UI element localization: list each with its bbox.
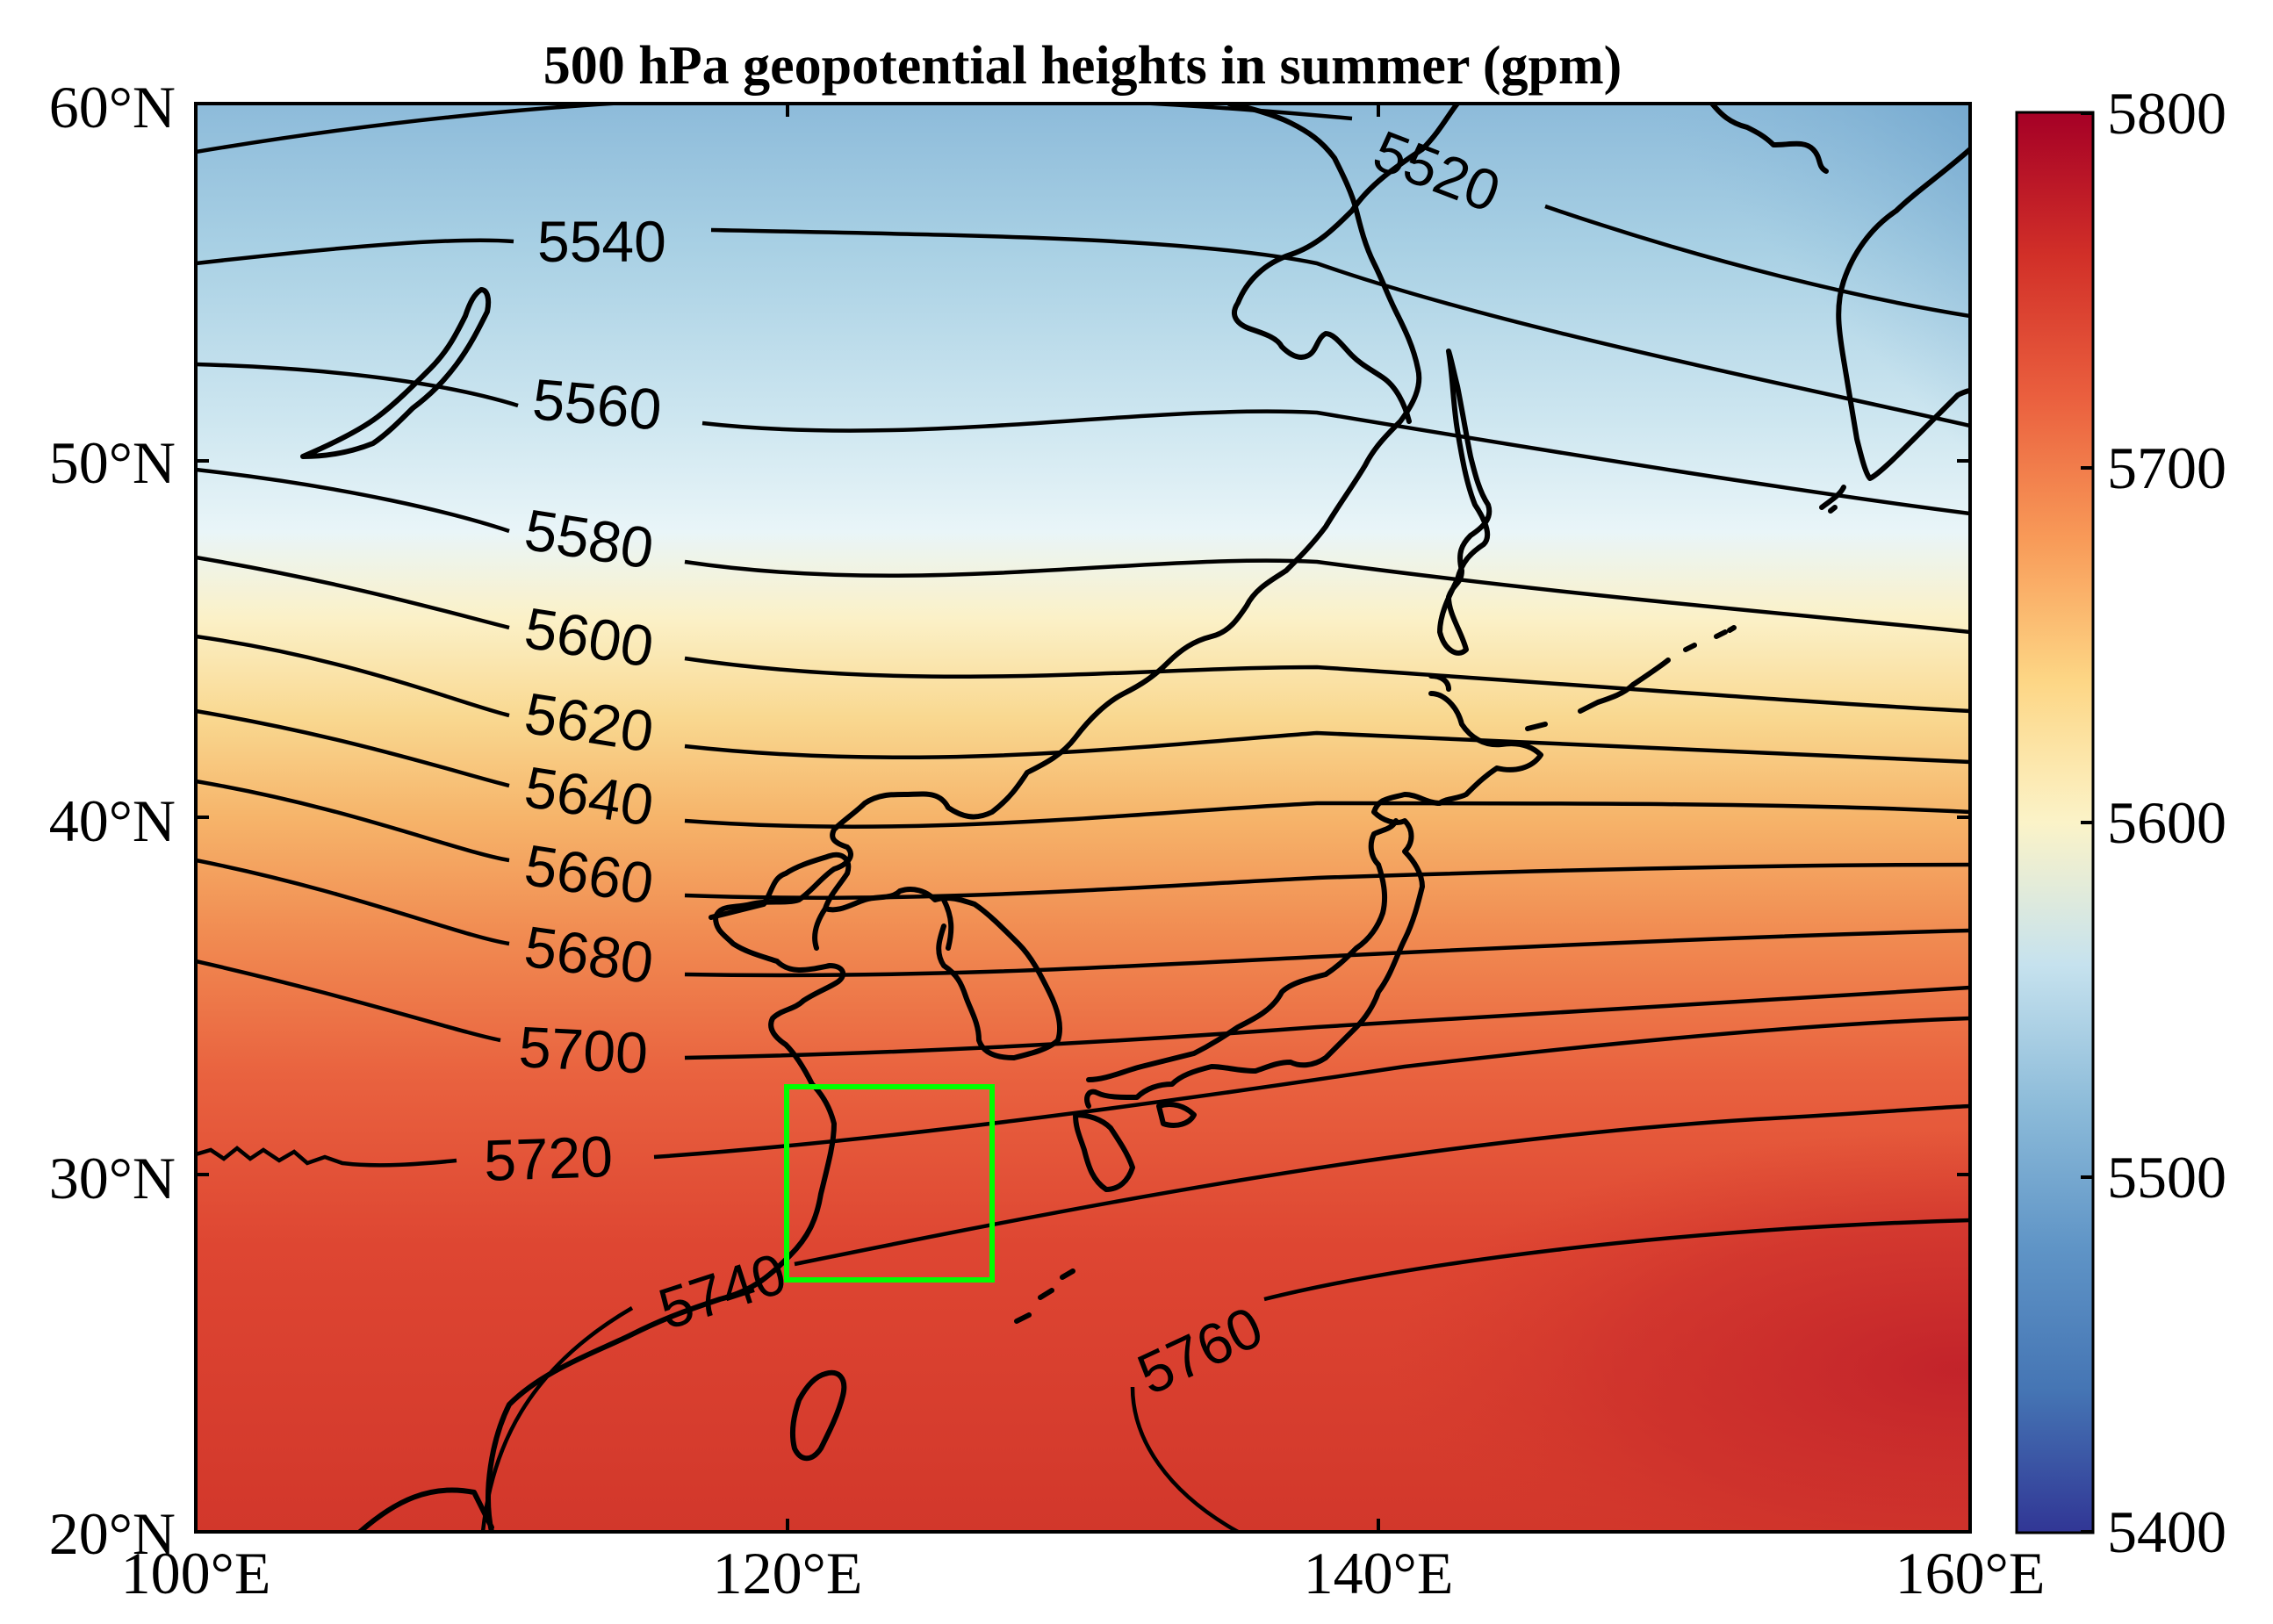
chart-title: 500 hPa geopotential heights in summer (…: [543, 36, 1622, 96]
x-axis-labels: 100°E 120°E 140°E 160°E: [121, 1540, 2046, 1606]
contour-line-5760: [1130, 1218, 1970, 1532]
x-tick-label-120e: 120°E: [713, 1540, 863, 1606]
contour-line-5700: [196, 959, 1970, 1060]
contour-label-5700: 5700: [517, 1014, 649, 1086]
contour-line-5520: [196, 104, 1970, 319]
contour-line-5680: [196, 858, 1970, 978]
contour-label-5560: 5560: [530, 366, 665, 442]
colorbar-gradient: [2015, 111, 2095, 1534]
x-tick-label-160e: 160°E: [1895, 1540, 2046, 1606]
coastline-bering-islands: [1819, 485, 1846, 514]
contour-label-5540: 5540: [537, 209, 666, 274]
lake-baikal-shape: [300, 287, 492, 459]
contour-line-5540: [196, 227, 1970, 428]
contour-line-5560: [196, 362, 1970, 516]
coastline-japan: [1073, 691, 1543, 1192]
contour-line-5720: [196, 1016, 1970, 1168]
y-axis-labels: 60°N 50°N 40°N 30°N 20°N: [49, 74, 176, 1567]
contour-line-5660: [196, 779, 1970, 900]
contour-line-5580: [196, 467, 1970, 635]
y-tick-label-30n: 30°N: [49, 1145, 176, 1211]
contour-label-5720: 5720: [483, 1124, 614, 1193]
coastline-mainland-asia: [357, 104, 1422, 1532]
coastline-korea: [709, 852, 1062, 1060]
colorbar-label-5600: 5600: [2107, 789, 2226, 856]
colorbar-label-5500: 5500: [2107, 1144, 2226, 1211]
highlight-box: [784, 1084, 995, 1283]
map-plot-area: 5520 5540 5560 5580 5600 5620 5640 5660 …: [196, 104, 1970, 1532]
contour-line-5600: [196, 555, 1970, 714]
colorbar-label-5700: 5700: [2107, 435, 2226, 501]
colorbar-label-5400: 5400: [2107, 1498, 2226, 1565]
y-tick-label-60n: 60°N: [49, 74, 176, 140]
colorbar: 5800 5700 5600 5500 5400: [2015, 80, 2226, 1565]
y-tick-label-20n: 20°N: [49, 1500, 176, 1567]
x-tick-label-140e: 140°E: [1304, 1540, 1454, 1606]
contour-line-5620: [196, 634, 1970, 765]
coastline-islands: [1014, 625, 1737, 1324]
colorbar-label-5800: 5800: [2107, 80, 2226, 147]
subtropical-high-shading: [196, 966, 1970, 1532]
x-tick-label-100e: 100°E: [121, 1540, 271, 1606]
coastline-taiwan: [789, 1369, 847, 1462]
y-tick-label-50n: 50°N: [49, 429, 176, 496]
coastline-kamchatka-okhotsk: [1232, 104, 1970, 481]
y-tick-label-40n: 40°N: [49, 787, 176, 854]
axis-ticks: [196, 102, 1970, 1532]
coastlines: [357, 104, 1970, 1532]
coastline-sakhalin: [1437, 349, 1493, 656]
polar-low-shading: [1493, 104, 1970, 543]
contour-line-5640: [196, 708, 1970, 829]
